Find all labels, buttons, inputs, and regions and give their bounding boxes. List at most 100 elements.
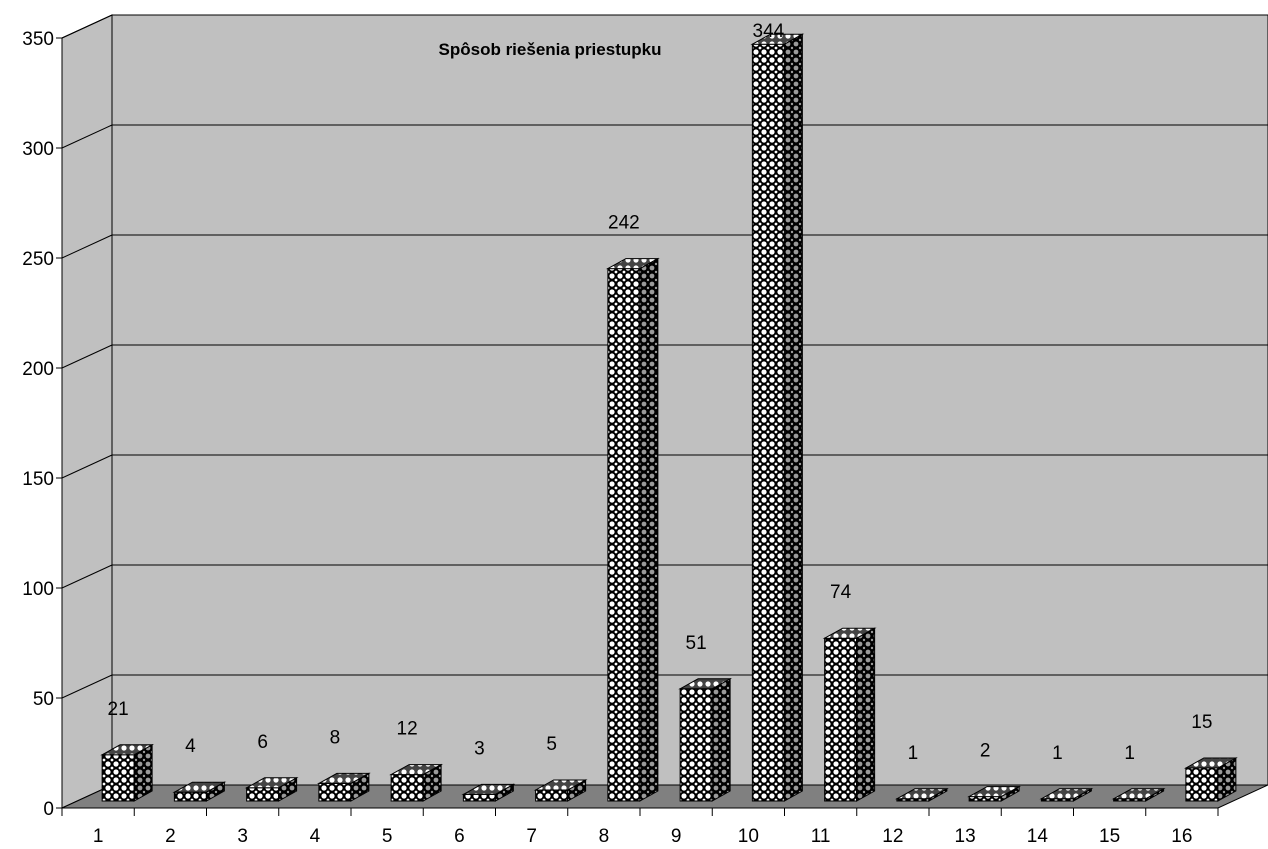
bar-top [750,33,805,45]
x-tick-label: 10 [738,826,759,847]
data-label: 12 [397,719,418,740]
chart-title: Spôsob riešenia priestupku [439,40,662,59]
bar-front [607,268,641,802]
x-tick-label: 16 [1171,826,1192,847]
bar [244,776,299,802]
bar [678,677,733,802]
data-label: 1 [1124,743,1135,764]
data-label: 21 [108,699,129,720]
x-tick-label: 12 [882,826,903,847]
y-tick-label: 300 [22,139,54,160]
bar-front [246,787,280,802]
data-label: 1 [908,743,919,764]
y-axis: 0 50 100 150 200 250 300 350 [22,29,63,820]
bar-side [783,33,803,802]
bar-front [318,782,352,802]
bar [172,781,227,802]
y-tick-label: 50 [33,689,54,710]
y-tick-label: 100 [22,579,54,600]
y-tick-label: 250 [22,249,54,270]
bar [1183,757,1238,802]
x-tick-label: 5 [382,826,393,847]
y-tick-label: 350 [22,29,54,50]
x-tick-label: 13 [955,826,976,847]
bar-top [100,744,155,756]
gridline-side [61,124,113,149]
bar-front [751,43,785,802]
x-tick-label: 1 [93,826,104,847]
bar [967,785,1022,802]
gridline-side [61,344,113,369]
bar-side [856,627,876,802]
y-tick-label: 0 [43,799,54,820]
bar-front [173,791,207,802]
bar [1111,787,1166,802]
x-tick-label: 4 [310,826,321,847]
bar-top [172,781,227,793]
bar [100,743,155,802]
x-tick-label: 11 [811,826,831,847]
bar-top [389,764,444,776]
data-label: 8 [330,727,341,748]
bar-front [390,774,424,802]
gridline-side [61,454,113,479]
bar [316,772,371,802]
x-tick-label: 7 [526,826,537,847]
data-label: 3 [474,738,485,759]
data-label: 344 [753,21,785,42]
x-tick-label: 2 [165,826,176,847]
data-label: 6 [257,732,268,753]
y-tick-label: 200 [22,359,54,380]
bar-front [101,754,135,802]
bar-top [894,788,949,800]
bar [389,763,444,802]
bar-top [822,627,877,639]
data-label: 5 [546,734,557,755]
bar [894,787,949,802]
x-tick-label: 8 [599,826,610,847]
data-label: 15 [1191,712,1212,733]
data-label: 4 [185,736,196,757]
data-label: 74 [830,582,852,603]
gridline-side [61,234,113,259]
bar-front [679,688,713,802]
data-label: 2 [980,741,991,762]
bars [100,33,1238,802]
chart-back-wall [111,14,1268,786]
bar-top [1183,757,1238,769]
chart-side-wall [61,14,113,809]
bar-top [461,783,516,795]
bar-top [533,779,588,791]
bar-front [824,637,858,802]
bar-top [1111,788,1166,800]
x-tick-label: 15 [1099,826,1120,847]
x-tick-label: 14 [1027,826,1049,847]
gridlines [61,14,1268,699]
bar-front [968,796,1002,802]
gridline-side [61,14,113,39]
bar-front [1185,767,1219,802]
data-label: 1 [1052,743,1063,764]
x-tick-label: 3 [237,826,248,847]
bar-front [535,789,569,802]
bar [605,257,660,802]
data-label: 51 [686,633,707,654]
bar-top [1039,788,1094,800]
bar-top [316,772,371,784]
bar-top [678,678,733,690]
y-tick-label: 150 [22,469,54,490]
bar-top [605,258,660,270]
gridline-side [61,564,113,589]
bar-side [639,257,659,802]
x-tick-label: 6 [454,826,465,847]
bar-top [244,777,299,789]
bar-top [967,786,1022,798]
bar [822,627,877,802]
bar [533,779,588,802]
gridline-side [61,674,113,699]
bar-front [462,793,496,802]
x-axis: 1 2 3 4 5 6 7 8 9 10 11 12 13 14 15 16 [61,807,1219,847]
data-label: 242 [608,213,640,234]
